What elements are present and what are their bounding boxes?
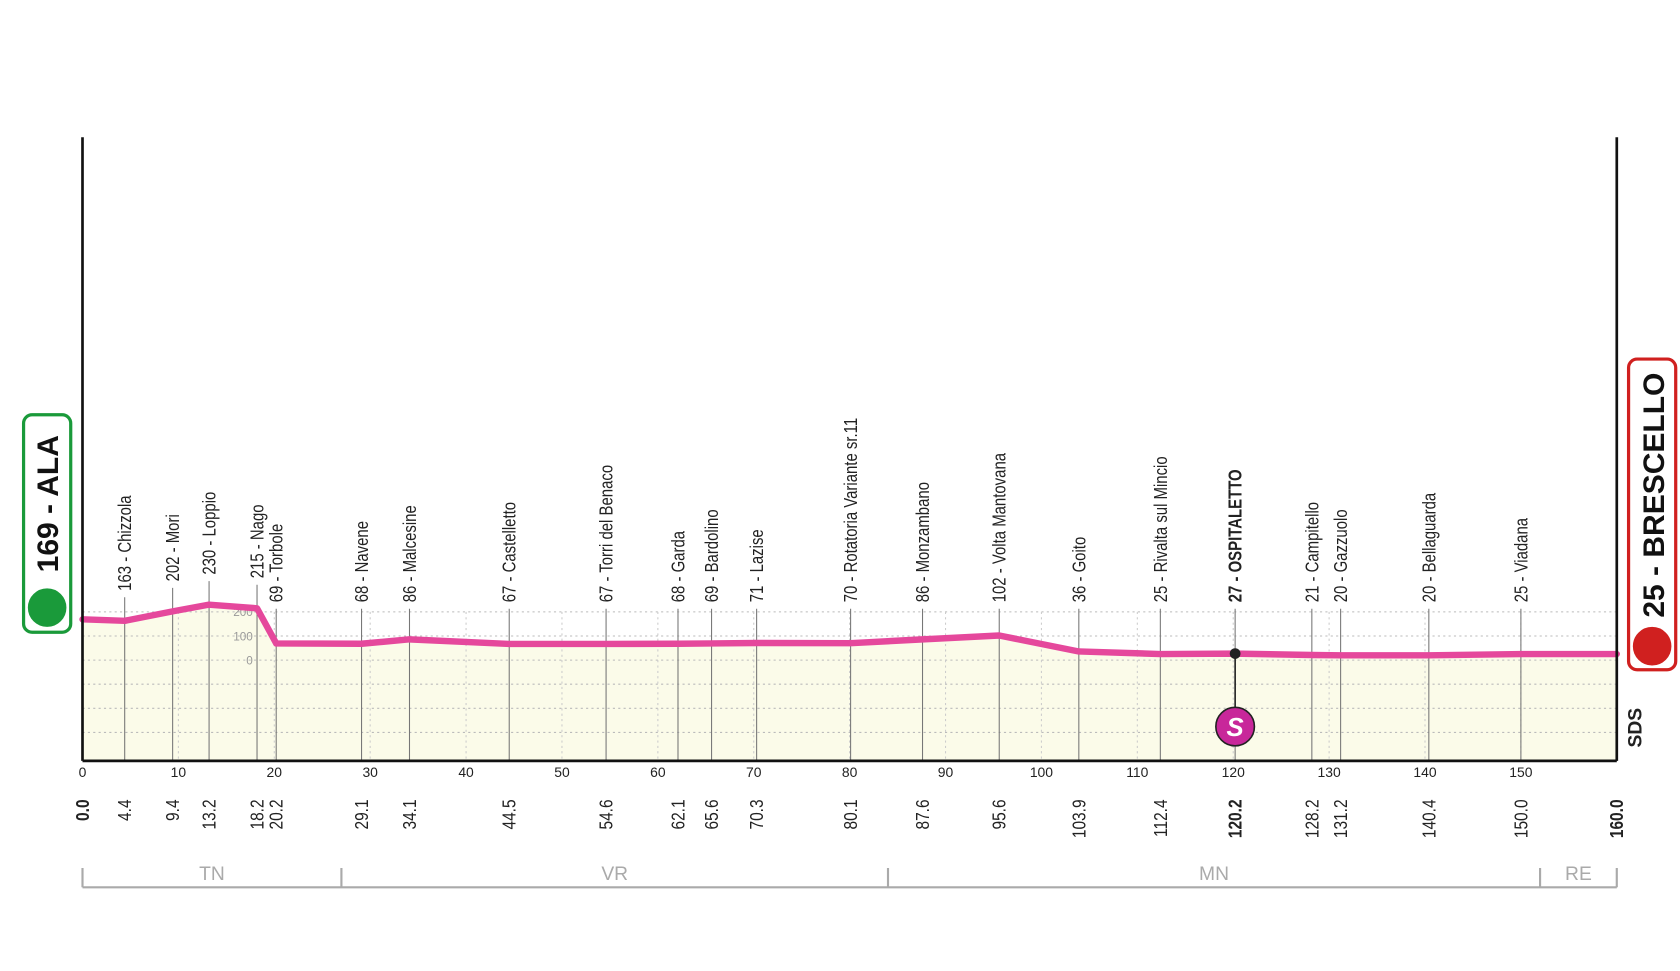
finish-box bbox=[1626, 357, 1678, 672]
km-label: 34.1 bbox=[400, 799, 420, 829]
km-label: 95.6 bbox=[990, 799, 1010, 829]
km-label: 140.4 bbox=[1419, 799, 1439, 838]
km-label: 160.0 bbox=[1607, 799, 1627, 838]
x-tick-label: 80 bbox=[842, 764, 858, 780]
sprint-badge bbox=[1215, 706, 1256, 747]
waypoint-label: 36 - Goito bbox=[1069, 537, 1090, 603]
sprint-symbol: S bbox=[1227, 714, 1244, 742]
waypoint-label: 68 - Garda bbox=[668, 530, 689, 602]
km-label: 29.1 bbox=[352, 799, 372, 829]
y-tick-label: 100 bbox=[233, 630, 253, 643]
x-tick-label: 10 bbox=[171, 764, 187, 780]
finish-label: 25 - BRESCELLO bbox=[1638, 373, 1671, 618]
sponsor: SDS bbox=[1625, 708, 1646, 748]
km-label: 54.6 bbox=[596, 799, 616, 829]
waypoint-label: 20 - Gazzuolo bbox=[1331, 509, 1352, 602]
km-label: 120.2 bbox=[1225, 799, 1245, 838]
km-label: 62.1 bbox=[668, 799, 688, 829]
km-label: 20.2 bbox=[266, 799, 286, 829]
km-label: 87.6 bbox=[913, 799, 933, 829]
start-box bbox=[21, 413, 73, 634]
y-tick-label: 0 bbox=[246, 654, 253, 667]
region-label: MN bbox=[1199, 864, 1229, 885]
start-icon bbox=[25, 586, 69, 630]
x-tick-label: 20 bbox=[267, 764, 283, 780]
x-tick-label: 100 bbox=[1030, 764, 1053, 780]
waypoint-label: 86 - Monzambano bbox=[913, 482, 934, 602]
profile-line bbox=[79, 601, 1620, 659]
x-tick-label: 110 bbox=[1126, 764, 1148, 780]
waypoint-label: 70 - Rotatoria Variante sr.11 bbox=[841, 418, 862, 602]
region-label: VR bbox=[601, 864, 628, 885]
x-tick-label: 40 bbox=[458, 764, 474, 780]
waypoint-label: 27 - OSPITALETTO bbox=[1225, 469, 1246, 602]
waypoint-label: 230 - Loppio bbox=[199, 492, 220, 575]
waypoint-label: 21 - Campitello bbox=[1302, 502, 1323, 602]
waypoint-label: 20 - Bellaguarda bbox=[1419, 492, 1440, 602]
km-label: 13.2 bbox=[199, 799, 219, 829]
km-label: 18.2 bbox=[247, 799, 267, 829]
x-tick-label: 50 bbox=[554, 764, 570, 780]
km-label: 70.3 bbox=[747, 799, 767, 829]
waypoint-label: 68 - Navene bbox=[352, 521, 373, 602]
km-label: 65.6 bbox=[702, 799, 722, 829]
region-label: TN bbox=[199, 864, 225, 885]
km-label: 44.5 bbox=[499, 799, 519, 829]
waypoint-label: 69 - Bardolino bbox=[702, 509, 723, 602]
region-label: RE bbox=[1565, 864, 1592, 885]
x-tick-label: 60 bbox=[650, 764, 666, 780]
km-label: 128.2 bbox=[1302, 799, 1322, 838]
waypoint-label: 25 - Rivalta sul Mincio bbox=[1150, 456, 1171, 602]
x-tick-label: 30 bbox=[362, 764, 378, 780]
waypoint-label: 71 - Lazise bbox=[747, 529, 768, 602]
waypoint-label: 86 - Malcesine bbox=[400, 505, 421, 602]
x-tick-label: 120 bbox=[1222, 764, 1245, 780]
x-tick-label: 150 bbox=[1509, 764, 1532, 780]
waypoint-label: 163 - Chizzola bbox=[115, 495, 136, 591]
sprint-point bbox=[1229, 648, 1241, 659]
waypoint-label: 215 - Nago bbox=[247, 504, 268, 578]
km-label: 131.2 bbox=[1331, 799, 1351, 838]
waypoint-label: 102 - Volta Mantovana bbox=[989, 452, 1010, 602]
km-label: 9.4 bbox=[163, 799, 183, 821]
x-tick-label: 70 bbox=[746, 764, 762, 780]
x-tick-label: 0 bbox=[79, 764, 87, 780]
waypoint-label: 67 - Torri del Benaco bbox=[596, 465, 617, 602]
x-tick-label: 140 bbox=[1413, 764, 1436, 780]
km-label: 4.4 bbox=[115, 799, 135, 821]
km-label: 103.9 bbox=[1069, 799, 1089, 838]
x-tick-label: 130 bbox=[1318, 764, 1341, 780]
x-tick-label: 90 bbox=[938, 764, 954, 780]
finish-icon bbox=[1630, 624, 1674, 668]
waypoint-label: 69 - Torbole bbox=[266, 524, 287, 603]
start-label: 169 - ALA bbox=[32, 435, 65, 572]
waypoint-label: 25 - Viadana bbox=[1511, 517, 1532, 602]
km-label: 150.0 bbox=[1511, 799, 1531, 838]
km-label: 112.4 bbox=[1151, 799, 1171, 837]
waypoint-label: 67 - Castelletto bbox=[499, 502, 520, 602]
km-label: 0.0 bbox=[73, 799, 93, 821]
km-label: 80.1 bbox=[841, 799, 861, 829]
waypoint-label: 202 - Mori bbox=[163, 514, 184, 581]
